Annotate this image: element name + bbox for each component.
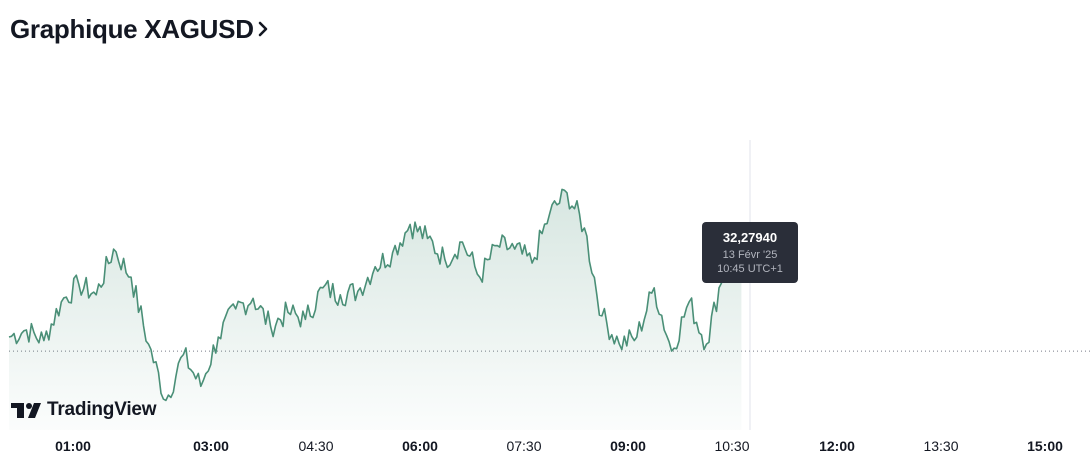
chevron-right-icon (258, 21, 268, 42)
tooltip-date: 13 Févr '25 (722, 249, 778, 261)
logo-text: TradingView (47, 399, 157, 420)
x-tick-label: 07:30 (506, 438, 541, 454)
x-tick-label: 09:00 (610, 438, 646, 454)
x-tick-label: 03:00 (193, 438, 229, 454)
tooltip-time: 10:45 UTC+1 (717, 263, 783, 275)
tooltip-price: 32,27940 (722, 230, 778, 245)
x-tick-label: 01:00 (55, 438, 91, 454)
price-line (8, 188, 742, 402)
x-tick-label: 13:30 (923, 438, 958, 454)
x-tick-label: 12:00 (819, 438, 855, 454)
x-axis: 01:00 03:00 04:30 06:00 07:30 09:00 10:30 12:00… (55, 438, 1063, 454)
x-tick-label: 06:00 (402, 438, 438, 454)
price-area (9, 189, 742, 430)
chart-title-link[interactable]: Graphique XAGUSD (10, 14, 268, 45)
x-tick-label: 15:00 (1027, 438, 1063, 454)
price-tooltip: 32,27940 13 Févr '25 10:45 UTC+1 (702, 222, 798, 283)
x-tick-label: 04:30 (298, 438, 333, 454)
page-title: Graphique XAGUSD (10, 14, 254, 44)
tradingview-logo-icon (11, 402, 41, 418)
tradingview-logo[interactable]: TradingView (11, 399, 157, 421)
x-tick-label: 10:30 (714, 438, 749, 454)
